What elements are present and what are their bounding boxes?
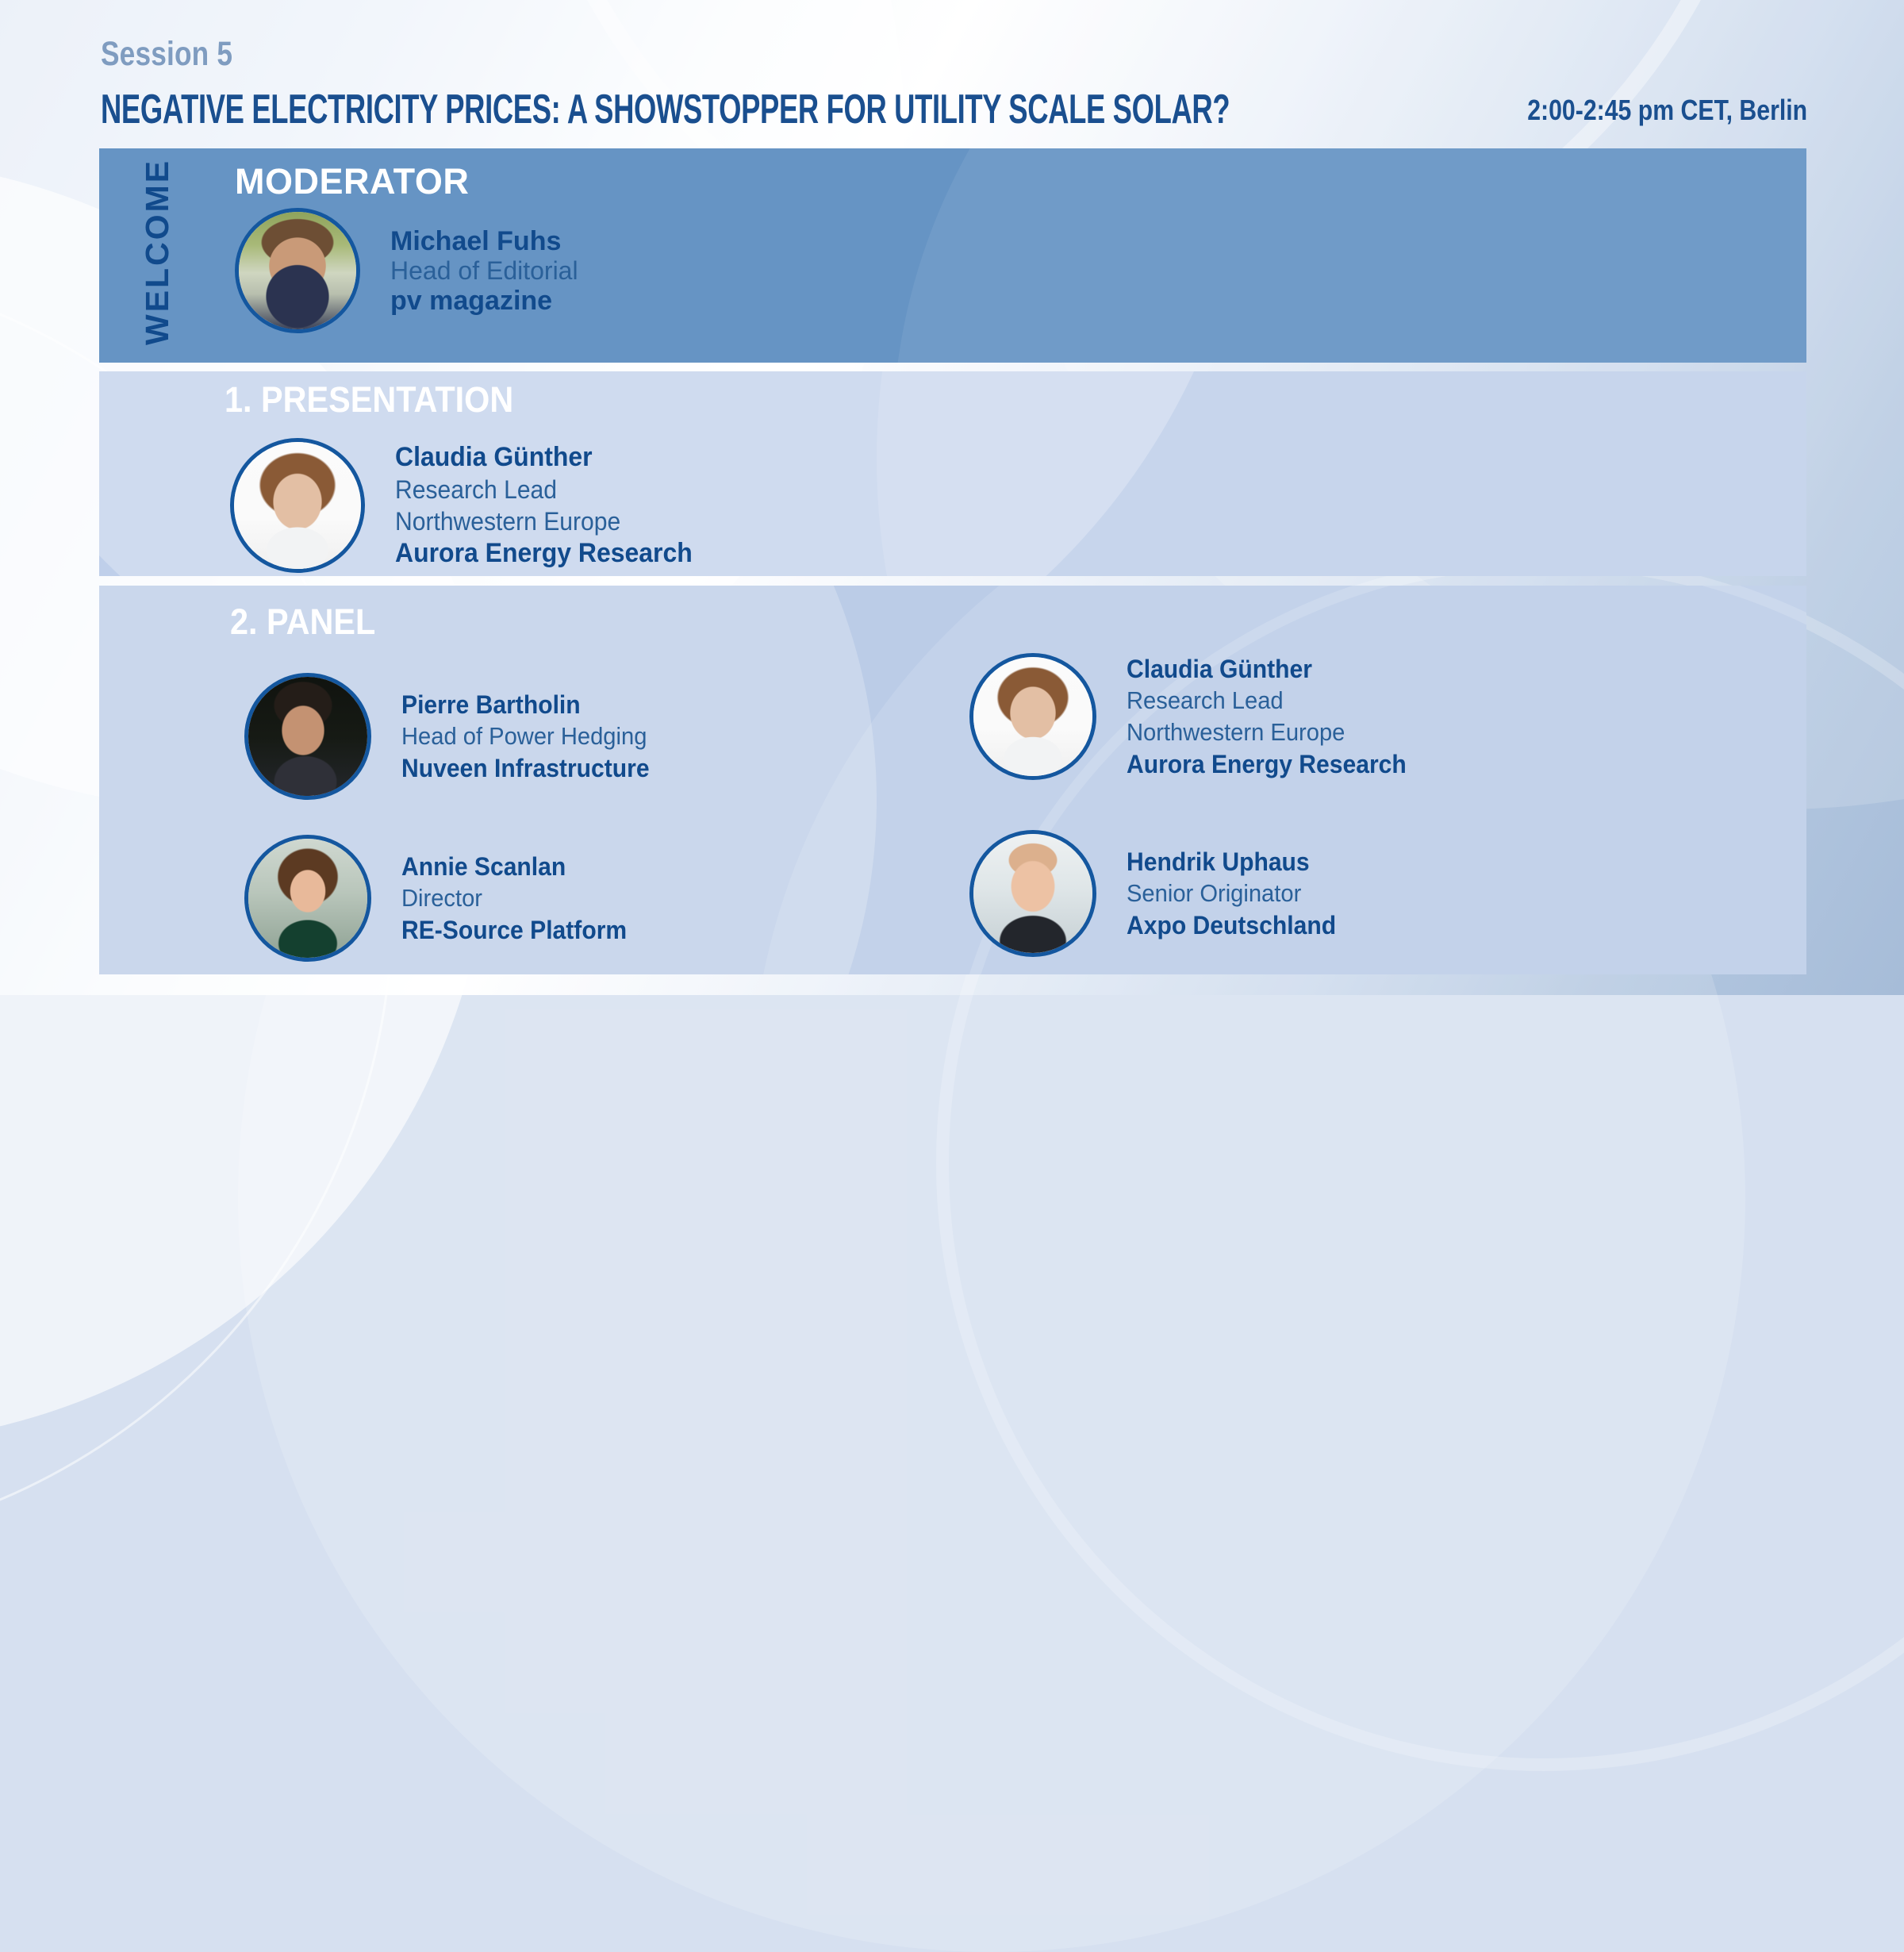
person-text: Claudia Günther Research Lead Northweste… [1127, 653, 1407, 780]
welcome-label-text: WELCOME [139, 158, 175, 345]
panel-person-1: Annie Scanlan Director RE-Source Platfor… [244, 835, 641, 962]
person-org: Nuveen Infrastructure [401, 754, 650, 782]
session-label: Session 5 [101, 35, 233, 73]
person-role-line1: Head of Power Hedging [401, 722, 647, 750]
person-name: Claudia Günther [395, 442, 593, 472]
band-arc [877, 371, 1806, 576]
moderator-person: Michael Fuhs Head of Editorial pv magazi… [235, 208, 578, 333]
person-text: Michael Fuhs Head of Editorial pv magazi… [390, 226, 578, 316]
person-role-line1: Research Lead [395, 475, 558, 504]
person-role: Head of Editorial [390, 256, 578, 285]
session-title: NEGATIVE ELECTRICITY PRICES: A SHOWSTOPP… [101, 86, 1230, 133]
person-text: Pierre Bartholin Head of Power Hedging N… [401, 689, 650, 784]
panel-person-0: Pierre Bartholin Head of Power Hedging N… [244, 673, 666, 800]
panel-person-3: Hendrik Uphaus Senior Originator Axpo De… [969, 830, 1349, 957]
presentation-heading: 1. PRESENTATION [225, 379, 514, 420]
portrait-claudia-guenther [973, 657, 1092, 776]
avatar [230, 438, 365, 573]
session-time: 2:00-2:45 pm CET, Berlin [1527, 94, 1807, 126]
person-name: Annie Scanlan [401, 852, 566, 881]
person-org: pv magazine [390, 285, 553, 316]
avatar [969, 653, 1096, 780]
panel-person-2: Claudia Günther Research Lead Northweste… [969, 653, 1424, 780]
person-org: RE-Source Platform [401, 916, 628, 944]
person-org: Aurora Energy Research [1127, 750, 1407, 778]
avatar [244, 673, 371, 800]
person-role-line2: Northwestern Europe [1127, 718, 1345, 746]
session-header: Session 5 NEGATIVE ELECTRICITY PRICES: A… [0, 0, 1904, 144]
person-role-line1: Director [401, 884, 483, 912]
band-arc [892, 148, 1806, 363]
person-text: Annie Scanlan Director RE-Source Platfor… [401, 851, 627, 946]
welcome-vertical-label: WELCOME [139, 159, 176, 345]
avatar [969, 830, 1096, 957]
person-org: Axpo Deutschland [1127, 911, 1337, 939]
moderator-heading: MODERATOR [235, 161, 470, 202]
person-name: Claudia Günther [1127, 655, 1312, 683]
person-role-line1: Senior Originator [1127, 879, 1302, 907]
portrait-michael-fuhs [239, 212, 356, 329]
person-text: Hendrik Uphaus Senior Originator Axpo De… [1127, 846, 1336, 941]
person-name: Hendrik Uphaus [1127, 847, 1310, 876]
person-role-line1: Research Lead [1127, 686, 1284, 714]
portrait-pierre-bartholin [248, 677, 367, 796]
portrait-annie-scanlan [248, 839, 367, 958]
presentation-person: Claudia Günther Research Lead Northweste… [230, 438, 712, 573]
person-name: Pierre Bartholin [401, 690, 581, 719]
avatar [235, 208, 360, 333]
person-name: Michael Fuhs [390, 225, 562, 256]
person-org: Aurora Energy Research [395, 538, 693, 568]
avatar [244, 835, 371, 962]
panel-heading: 2. PANEL [230, 601, 376, 642]
portrait-claudia-guenther [234, 442, 361, 569]
person-role-line2: Northwestern Europe [395, 507, 621, 536]
person-text: Claudia Günther Research Lead Northweste… [395, 441, 693, 570]
portrait-hendrik-uphaus [973, 834, 1092, 953]
